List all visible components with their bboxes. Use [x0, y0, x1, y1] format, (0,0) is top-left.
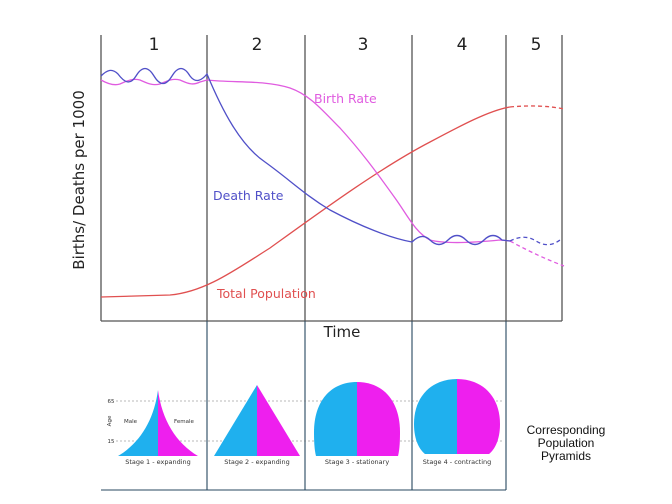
corresponding-label-line: Population	[537, 436, 595, 450]
corresponding-label-line: Corresponding	[526, 423, 606, 437]
age-axis-label: Age	[107, 415, 113, 426]
stage-number-2: 2	[252, 35, 263, 55]
pyramid-2-female	[257, 385, 300, 456]
corresponding-label-line: Pyramids	[540, 449, 591, 463]
death-rate-label: Death Rate	[213, 188, 284, 203]
y-axis-label: Births/ Deaths per 1000	[70, 90, 88, 269]
pyramid-1-male	[118, 390, 158, 456]
pyramid-stage-2	[214, 385, 300, 456]
pyramid-caption-stage-4: Stage 4 - contracting	[423, 458, 492, 466]
pyramid-4-male	[414, 379, 457, 454]
stage-number-1: 1	[149, 35, 160, 55]
stage-number-4: 4	[457, 35, 468, 55]
age-65-label: 65	[108, 399, 115, 405]
pyramid-2-male	[214, 385, 257, 456]
age-15-label: 15	[108, 439, 115, 445]
total-population-curve	[100, 106, 511, 298]
pyramid-1-female	[158, 390, 198, 456]
pyramid-caption-stage-3: Stage 3 - stationary	[325, 458, 389, 466]
total-population-projection	[509, 105, 565, 110]
death-rate-curve	[100, 67, 511, 246]
x-axis-label: Time	[323, 323, 361, 341]
birth-rate-projection	[509, 240, 565, 267]
birth-rate-label: Birth Rate	[314, 91, 377, 106]
stage-number-5: 5	[531, 35, 542, 55]
death-rate-projection	[509, 236, 561, 246]
male-label: Male	[124, 419, 138, 425]
pyramid-stage-4	[414, 379, 500, 454]
pyramid-3-male	[314, 382, 357, 456]
pyramid-stage-1	[118, 390, 198, 456]
total-population-label: Total Population	[216, 286, 316, 301]
pyramid-4-female	[457, 379, 500, 454]
pyramid-caption-stage-2: Stage 2 - expanding	[224, 458, 290, 466]
stage-number-3: 3	[358, 35, 369, 55]
corresponding-pyramids-label: Corresponding Population Pyramids	[518, 424, 614, 463]
pyramid-stage-3	[314, 382, 400, 456]
pyramid-caption-stage-1: Stage 1 - expanding	[125, 458, 191, 466]
pyramid-3-female	[357, 382, 400, 456]
birth-rate-curve	[100, 78, 511, 244]
female-label: Female	[174, 419, 195, 425]
